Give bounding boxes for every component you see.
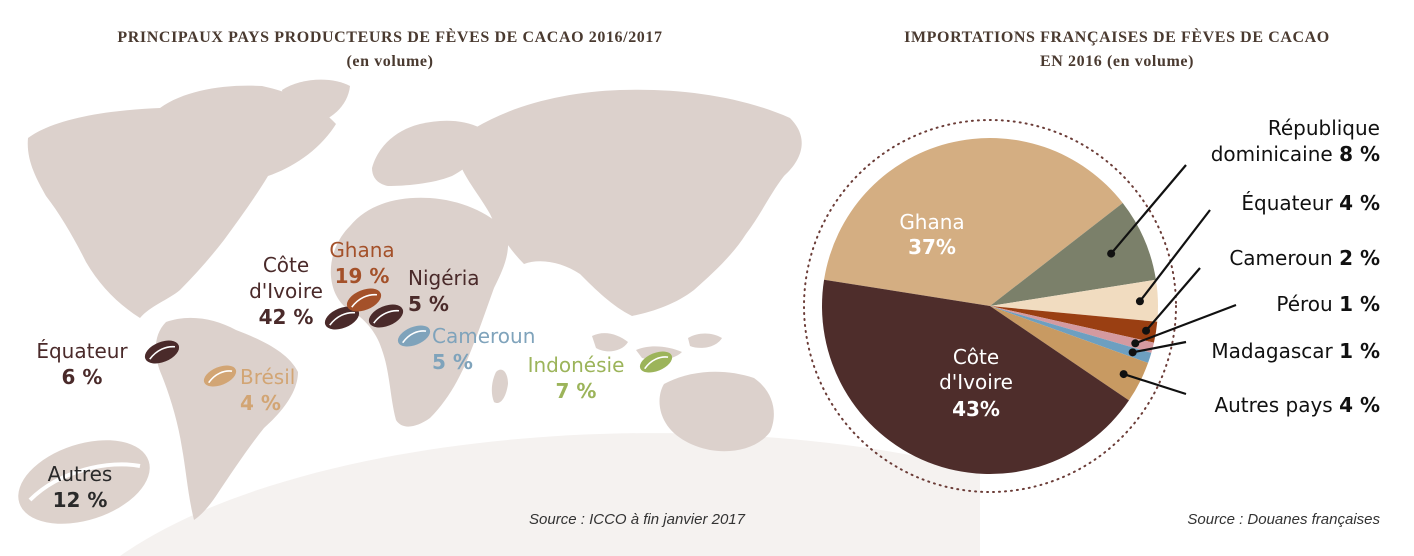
pie-dotted-ring (803, 119, 1177, 493)
c-te-d-ivoire-value-label: 42 % (259, 305, 314, 329)
callout-dot (1128, 348, 1137, 357)
pie-cote-divoire-label-line1: Côte (953, 345, 999, 369)
indonesie-bean-icon (639, 351, 673, 373)
indon-sie-value-label: 7 % (556, 379, 597, 403)
callout--quateur-label: Équateur 4 % (1241, 191, 1380, 215)
ghana-value-label: 19 % (335, 264, 390, 288)
bresil-bean-icon (203, 365, 237, 387)
north-america-shape (27, 85, 336, 318)
map-source: Source : ICCO à fin janvier 2017 (529, 511, 746, 528)
autres-bean-outline (18, 440, 150, 524)
pie-slice-r-publique-dominicaine (990, 203, 1156, 306)
pie-source: Source : Douanes françaises (1187, 511, 1380, 528)
callout-r-publique-dominicaine-label-line1: République (1268, 116, 1380, 140)
nig-ria-label-line1: Nigéria (408, 266, 480, 290)
pie-cote-divoire-label-line2: d'Ivoire (939, 370, 1013, 394)
callout-madagascar-label: Madagascar 1 % (1211, 339, 1380, 363)
cameroun-value-label: 5 % (432, 350, 473, 374)
indon-sie-label-line1: Indonésie (528, 353, 625, 377)
pie-chart: IMPORTATIONS FRANÇAISES DE FÈVES DE CACA… (803, 27, 1380, 528)
callout-leader-line (1132, 340, 1187, 354)
callout-leader-line (1139, 209, 1211, 302)
pie-slice-madagascar (990, 306, 1152, 363)
pie-title-line1: IMPORTATIONS FRANÇAISES DE FÈVES DE CACA… (904, 27, 1330, 46)
pie-title-line2: EN 2016 (en volume) (1040, 53, 1194, 70)
c-te-d-ivoire-label-line2: d'Ivoire (249, 279, 323, 303)
map-subtitle: (en volume) (346, 53, 433, 70)
autres-value-label: 12 % (53, 488, 108, 512)
cote-divoire-bean-icon (324, 306, 360, 330)
europe-shape (372, 120, 490, 186)
pie-ghana-value: 37% (908, 235, 956, 259)
callout-dot (1107, 249, 1116, 258)
br-sil-value-label: 4 % (240, 391, 281, 415)
callout-leader-line (1110, 164, 1187, 255)
equateur-bean-icon (144, 340, 180, 364)
nig-ria-value-label: 5 % (408, 292, 449, 316)
ghana-bean-icon (346, 288, 382, 312)
pie-slice-cameroun (990, 306, 1158, 343)
callout-dot (1135, 297, 1144, 306)
-quateur-label-line1: Équateur (36, 339, 128, 363)
world-map (27, 79, 802, 520)
cameroun-bean-icon (397, 325, 431, 347)
pie-slice-autres-pays (990, 306, 1149, 401)
cameroun-label-line1: Cameroun (432, 324, 535, 348)
pie-cote-divoire-value: 43% (952, 397, 1000, 421)
callout-p-rou-label: Pérou 1 % (1276, 292, 1380, 316)
map-chart: PRINCIPAUX PAYS PRODUCTEURS DE FÈVES DE … (18, 27, 802, 528)
nigeria-bean-icon (368, 304, 404, 328)
pie-slice--quateur (990, 279, 1158, 322)
callout-leader-line (1123, 373, 1187, 396)
pie-slice-c-te-d-ivoire (822, 279, 1129, 475)
pie-slices (822, 137, 1158, 475)
pie-slice-p-rou (990, 306, 1154, 353)
callout-cameroun-label: Cameroun 2 % (1229, 246, 1380, 270)
australia-shape (659, 371, 774, 452)
autres-label-line1: Autres (48, 462, 113, 486)
callout-leader-line (1134, 303, 1237, 345)
africa-shape (330, 197, 509, 427)
background-swoosh (120, 433, 980, 556)
pie-slice-ghana (824, 137, 1123, 306)
callout-dot (1119, 370, 1128, 379)
callout-autres-pays-label: Autres pays 4 % (1214, 393, 1380, 417)
callout-leader-line (1145, 267, 1201, 332)
madagascar-shape (491, 369, 508, 404)
callout-dot (1131, 339, 1140, 348)
map-title: PRINCIPAUX PAYS PRODUCTEURS DE FÈVES DE … (117, 27, 662, 46)
indonesia-shape (592, 333, 722, 360)
pie-ghana-label: Ghana (899, 210, 964, 234)
callout-dot (1142, 326, 1151, 335)
ghana-label-line1: Ghana (329, 238, 394, 262)
asia-shape (457, 89, 802, 316)
callout-r-publique-dominicaine-label-line2: dominicaine 8 % (1211, 142, 1380, 166)
-quateur-value-label: 6 % (62, 365, 103, 389)
c-te-d-ivoire-label-line1: Côte (263, 253, 309, 277)
br-sil-label-line1: Brésil (240, 365, 295, 389)
greenland-shape (282, 79, 350, 124)
south-america-shape (155, 317, 298, 520)
